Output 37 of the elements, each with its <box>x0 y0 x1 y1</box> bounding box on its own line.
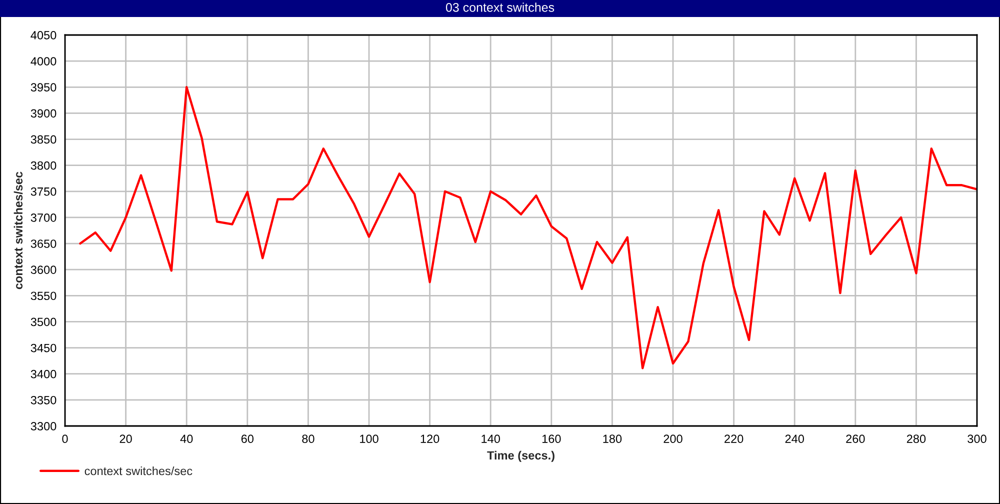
x-tick-label: 200 <box>664 434 682 444</box>
x-tick-label: 40 <box>180 434 193 444</box>
x-tick-label: 140 <box>482 434 500 444</box>
x-tick-label: 80 <box>302 434 314 444</box>
x-tick-label: 100 <box>360 434 378 444</box>
y-tick-label: 3650 <box>30 240 56 248</box>
x-tick-label: 240 <box>785 434 804 444</box>
y-tick-label: 3800 <box>30 161 56 170</box>
x-tick-label: 60 <box>241 434 254 444</box>
y-tick-label: 3300 <box>30 422 56 430</box>
y-tick-label: 4000 <box>30 57 56 66</box>
x-tick-label: 120 <box>420 434 440 444</box>
y-tick-label: 3550 <box>30 292 56 300</box>
line-series <box>79 86 977 370</box>
y-tick-label: 3700 <box>30 214 56 222</box>
x-tick-label: 280 <box>906 434 926 444</box>
x-tick-label: 180 <box>603 434 622 444</box>
x-tick-label: 160 <box>542 434 561 444</box>
y-tick-label: 3350 <box>30 396 56 404</box>
y-tick-label: 3500 <box>30 318 56 326</box>
y-tick-label: 4050 <box>30 31 56 40</box>
x-tick-label: 220 <box>724 434 744 444</box>
y-tick-label: 3950 <box>30 83 56 92</box>
y-tick-label: 3600 <box>30 266 56 274</box>
x-tick-label: 260 <box>846 434 865 444</box>
x-tick-label: 300 <box>968 434 986 444</box>
chart-title: 03 context switches <box>446 2 554 12</box>
x-tick-label: 0 <box>62 434 68 444</box>
y-tick-label: 3750 <box>30 187 56 196</box>
legend-label: context switches/sec <box>84 466 192 476</box>
y-tick-label: 3900 <box>30 109 56 118</box>
y-axis-title: context switches/sec <box>14 172 23 290</box>
y-tick-label: 3850 <box>30 135 56 144</box>
y-tick-label: 3400 <box>30 370 56 378</box>
x-axis-title: Time (secs.) <box>487 450 554 462</box>
y-tick-label: 3450 <box>30 344 56 352</box>
x-tick-label: 20 <box>120 434 132 444</box>
